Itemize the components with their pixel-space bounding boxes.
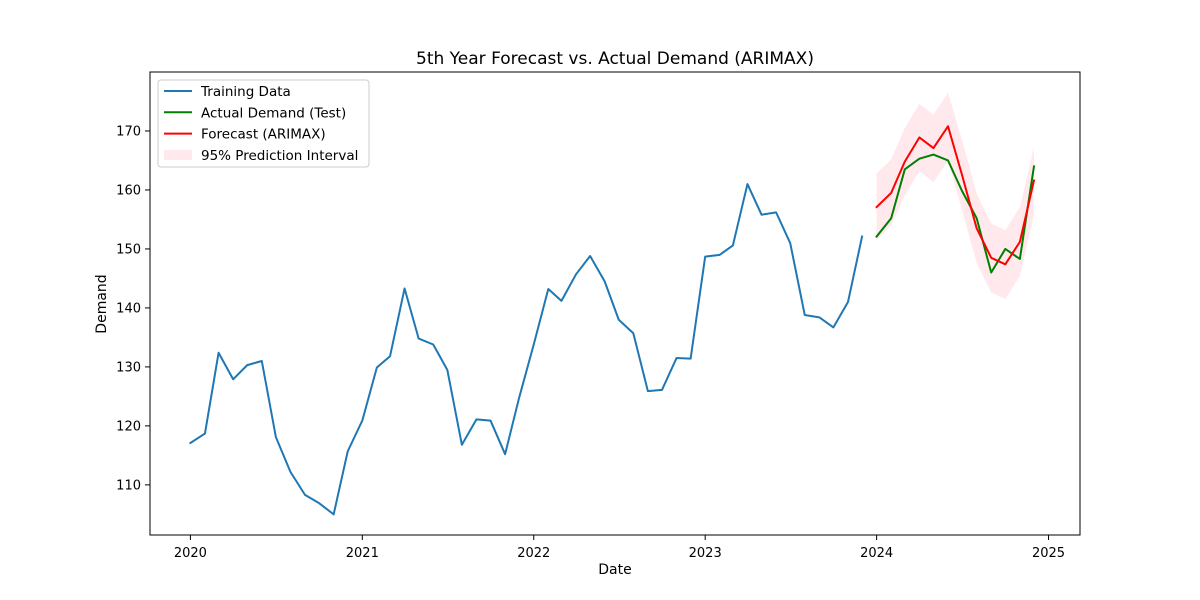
y-tick-label: 110 xyxy=(116,478,141,493)
y-tick-label: 150 xyxy=(116,242,141,257)
series-line-forecast-arimax xyxy=(875,125,1036,266)
chart-title: 5th Year Forecast vs. Actual Demand (ARI… xyxy=(416,49,814,69)
x-tick-label: 2025 xyxy=(1032,546,1065,561)
x-tick-label: 2023 xyxy=(689,546,722,561)
axes-frame xyxy=(149,71,1081,536)
legend-label: Actual Demand (Test) xyxy=(201,105,346,121)
y-tick-label: 120 xyxy=(116,419,141,434)
series-line-training-data xyxy=(189,183,864,516)
y-tick-label: 130 xyxy=(116,360,141,375)
legend-label: 95% Prediction Interval xyxy=(201,148,358,164)
plot-area: 2020 2021 2022 2023 2024 2025 110 120 130 140 150 1… xyxy=(116,71,1081,561)
legend-swatch-band xyxy=(164,149,192,160)
x-tick-label: 2024 xyxy=(860,546,893,561)
legend: Training Data Actual Demand (Test) Forecas… xyxy=(157,79,370,168)
y-axis-label: Demand xyxy=(94,274,110,333)
y-tick-label: 170 xyxy=(116,124,141,139)
y-tick-label: 160 xyxy=(116,183,141,198)
x-axis-label: Date xyxy=(598,562,631,578)
legend-label: Forecast (ARIMAX) xyxy=(201,127,326,143)
x-tick-label: 2020 xyxy=(174,546,207,561)
x-tick-label: 2021 xyxy=(346,546,379,561)
legend-label: Training Data xyxy=(200,84,291,100)
legend-box xyxy=(157,79,370,168)
series-line-actual-demand-test xyxy=(875,153,1036,274)
y-tick-label: 140 xyxy=(116,301,141,316)
x-tick-label: 2022 xyxy=(517,546,550,561)
